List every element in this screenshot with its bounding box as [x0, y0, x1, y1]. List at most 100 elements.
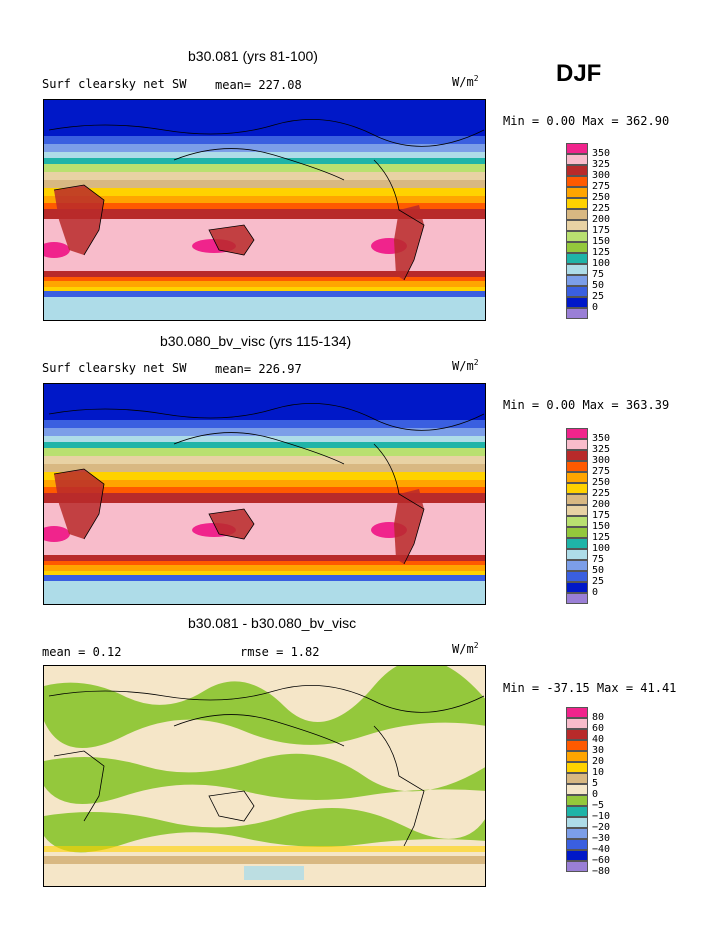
- colorbar3-tick-label: −60: [592, 855, 611, 866]
- panel2-title: b30.080_bv_visc (yrs 115-134): [160, 333, 352, 349]
- colorbar1-tick-label: 200: [592, 214, 611, 225]
- colorbar1-swatch: [566, 154, 588, 165]
- colorbar3-swatch: [566, 707, 588, 718]
- colorbar1-swatch: [566, 253, 588, 264]
- colorbar3-tick-label: 0: [592, 789, 599, 800]
- panel1-mean-label: mean= 227.08: [215, 78, 302, 92]
- colorbar2-swatch: [566, 494, 588, 505]
- colorbar2-swatch: [566, 582, 588, 593]
- colorbar2-swatch: [566, 483, 588, 494]
- panel3-mean-label: mean = 0.12: [42, 645, 122, 659]
- colorbar2-tick-label: 275: [592, 466, 611, 477]
- colorbar3-tick-label: 10: [592, 767, 605, 778]
- colorbar2-swatch: [566, 439, 588, 450]
- colorbar1-tick-label: 175: [592, 225, 611, 236]
- panel3-map-svg: [44, 666, 485, 886]
- colorbar2-tick-label: 350: [592, 433, 611, 444]
- colorbar2-tick-label: 300: [592, 455, 611, 466]
- colorbar1-tick-label: 300: [592, 170, 611, 181]
- colorbar3-swatch: [566, 806, 588, 817]
- colorbar3-swatch: [566, 828, 588, 839]
- panel2-minmax: Min = 0.00 Max = 363.39: [503, 398, 670, 412]
- colorbar3-swatch: [566, 751, 588, 762]
- colorbar2-tick-label: 175: [592, 510, 611, 521]
- colorbar2-swatch: [566, 450, 588, 461]
- colorbar1-tick-label: 250: [592, 192, 611, 203]
- colorbar1-tick-label: 25: [592, 291, 605, 302]
- colorbar3-swatch: [566, 729, 588, 740]
- colorbar2-tick-label: 75: [592, 554, 605, 565]
- colorbar3-tick-label: −5: [592, 800, 605, 811]
- colorbar2-swatch: [566, 571, 588, 582]
- colorbar2-swatch: [566, 527, 588, 538]
- colorbar1-swatch: [566, 165, 588, 176]
- colorbar2-tick-label: 325: [592, 444, 611, 455]
- colorbar3-swatch: [566, 762, 588, 773]
- panel1-units: W/m2: [452, 74, 479, 89]
- colorbar3-tick-label: 40: [592, 734, 605, 745]
- colorbar3-swatch: [566, 817, 588, 828]
- colorbar1-swatch: [566, 242, 588, 253]
- colorbar2-swatch: [566, 428, 588, 439]
- colorbar2-swatch: [566, 560, 588, 571]
- colorbar1-swatch: [566, 220, 588, 231]
- colorbar1-tick-label: 225: [592, 203, 611, 214]
- colorbar1-swatch: [566, 308, 588, 319]
- colorbar3-tick-label: 5: [592, 778, 599, 789]
- panel2-units: W/m2: [452, 358, 479, 373]
- colorbar3-swatch: [566, 784, 588, 795]
- colorbar3-swatch: [566, 839, 588, 850]
- panel3-units: W/m2: [452, 641, 479, 656]
- panel1-variable-label: Surf clearsky net SW: [42, 77, 187, 91]
- colorbar3-tick-label: −30: [592, 833, 611, 844]
- colorbar3-tick-label: −80: [592, 866, 611, 877]
- colorbar2-tick-label: 25: [592, 576, 605, 587]
- colorbar2-tick-label: 225: [592, 488, 611, 499]
- colorbar2-swatch: [566, 593, 588, 604]
- colorbar1-tick-label: 350: [592, 148, 611, 159]
- colorbar1-tick-label: 0: [592, 302, 599, 313]
- colorbar1-tick-label: 275: [592, 181, 611, 192]
- colorbar1-tick-label: 125: [592, 247, 611, 258]
- panel2-map-svg: [44, 384, 485, 604]
- colorbar3-swatch: [566, 740, 588, 751]
- colorbar2-tick-label: 125: [592, 532, 611, 543]
- colorbar1-tick-label: 100: [592, 258, 611, 269]
- colorbar2-tick-label: 100: [592, 543, 611, 554]
- panel1-minmax: Min = 0.00 Max = 362.90: [503, 114, 670, 128]
- colorbar3-tick-label: −20: [592, 822, 611, 833]
- colorbar1-tick-label: 325: [592, 159, 611, 170]
- colorbar3-swatch: [566, 861, 588, 872]
- colorbar1-swatch: [566, 275, 588, 286]
- colorbar1-swatch: [566, 231, 588, 242]
- colorbar1-swatch: [566, 143, 588, 154]
- colorbar3-swatch: [566, 795, 588, 806]
- colorbar2-swatch: [566, 505, 588, 516]
- panel2-map: [43, 383, 486, 605]
- panel1-map-svg: [44, 100, 485, 320]
- colorbar2-swatch: [566, 461, 588, 472]
- colorbar3-tick-label: −40: [592, 844, 611, 855]
- colorbar3-tick-label: 80: [592, 712, 605, 723]
- colorbar3-tick-label: −10: [592, 811, 611, 822]
- colorbar1-swatch: [566, 297, 588, 308]
- colorbar1-tick-label: 50: [592, 280, 605, 291]
- panel3-rmse-label: rmse = 1.82: [240, 645, 320, 659]
- panel3-minmax: Min = -37.15 Max = 41.41: [503, 681, 677, 695]
- colorbar1-tick-label: 75: [592, 269, 605, 280]
- colorbar3-swatch: [566, 718, 588, 729]
- colorbar1-swatch: [566, 286, 588, 297]
- panel1-title: b30.081 (yrs 81-100): [188, 48, 318, 64]
- colorbar3-swatch: [566, 773, 588, 784]
- colorbar2-swatch: [566, 516, 588, 527]
- colorbar3-swatch: [566, 850, 588, 861]
- colorbar2-swatch: [566, 538, 588, 549]
- colorbar3-tick-label: 60: [592, 723, 605, 734]
- panel2-variable-label: Surf clearsky net SW: [42, 361, 187, 375]
- colorbar1-swatch: [566, 264, 588, 275]
- colorbar2-swatch: [566, 549, 588, 560]
- colorbar1-swatch: [566, 187, 588, 198]
- colorbar2-swatch: [566, 472, 588, 483]
- colorbar2-tick-label: 250: [592, 477, 611, 488]
- colorbar2-tick-label: 150: [592, 521, 611, 532]
